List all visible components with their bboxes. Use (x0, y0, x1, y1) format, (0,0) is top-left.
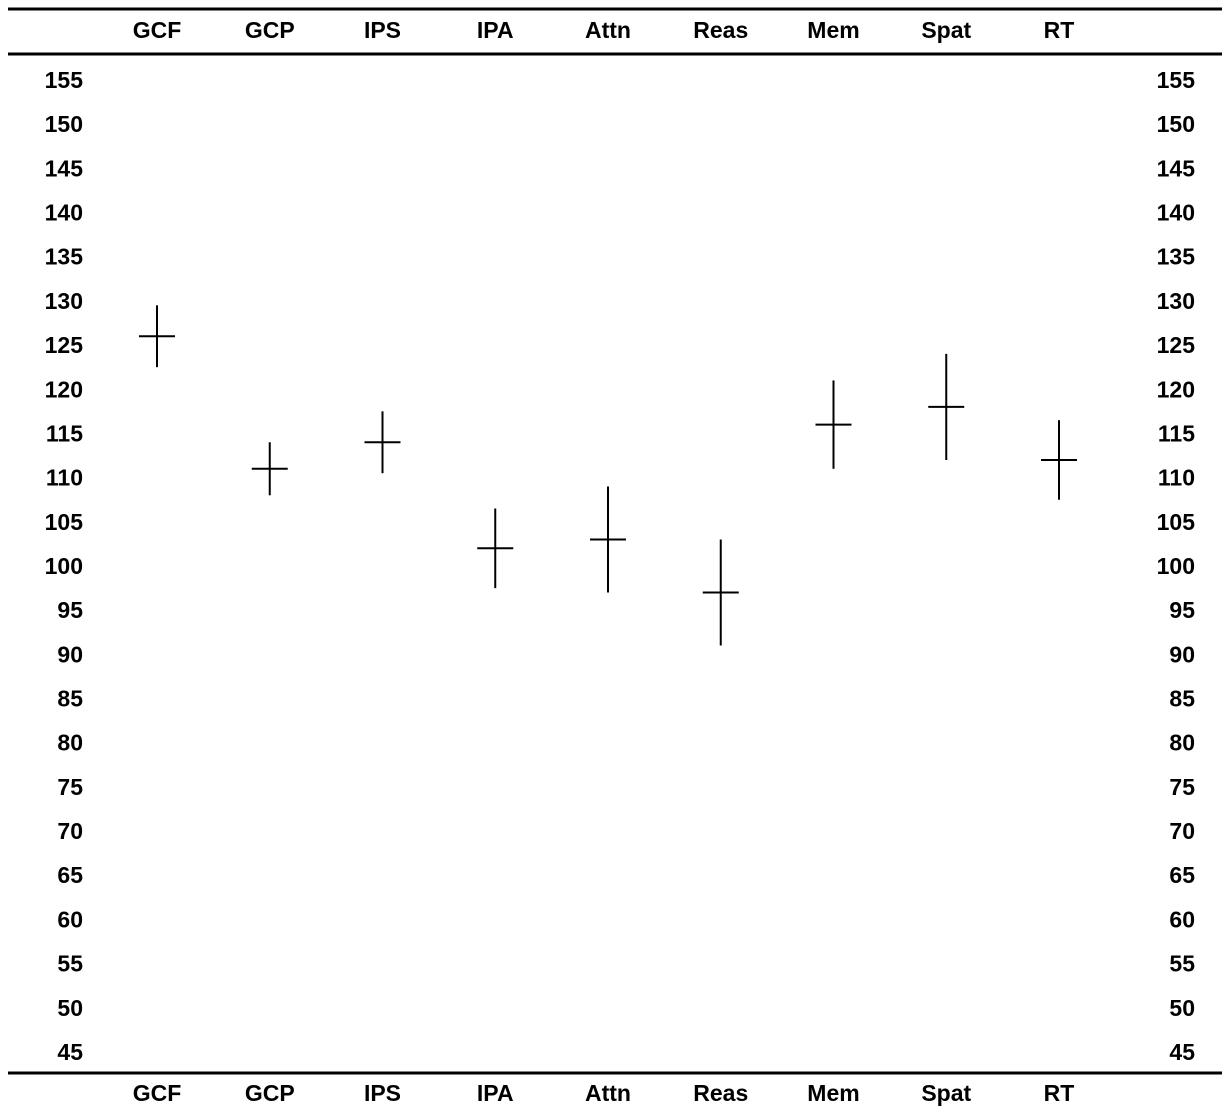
y-tick-label-left: 150 (45, 111, 83, 137)
data-point-gcp (251, 442, 288, 496)
y-tick-label-left: 95 (57, 597, 83, 623)
y-tick-label-left: 130 (45, 288, 83, 314)
category-label-bottom-ips: IPS (364, 1080, 401, 1106)
y-tick-label-right: 110 (1158, 465, 1195, 491)
y-tick-label-right: 115 (1158, 420, 1195, 446)
y-tick-label-right: 50 (1169, 995, 1195, 1021)
y-tick-label-right: 155 (1157, 67, 1196, 93)
y-tick-label-left: 60 (57, 906, 83, 932)
y-tick-label-left: 90 (57, 641, 83, 667)
y-tick-label-left: 65 (57, 862, 83, 888)
category-label-top-mem: Mem (807, 17, 859, 43)
category-label-bottom-gcf: GCF (133, 1080, 182, 1106)
category-label-top-attn: Attn (585, 17, 631, 43)
y-tick-label-right: 65 (1169, 862, 1195, 888)
y-tick-label-left: 70 (57, 818, 83, 844)
plot-marks (139, 305, 1077, 646)
y-tick-label-left: 100 (45, 553, 83, 579)
y-tick-label-right: 85 (1169, 686, 1195, 712)
category-label-bottom-gcp: GCP (245, 1080, 295, 1106)
y-tick-label-right: 95 (1169, 597, 1195, 623)
category-label-bottom-mem: Mem (807, 1080, 859, 1106)
category-label-top-ipa: IPA (477, 17, 514, 43)
y-tick-label-left: 80 (57, 730, 83, 756)
y-tick-label-right: 105 (1157, 509, 1196, 535)
category-label-top-ips: IPS (364, 17, 401, 43)
top-category-labels: GCF GCP IPS IPA Attn Reas Mem Spat RT (133, 17, 1075, 43)
category-label-top-gcf: GCF (133, 17, 182, 43)
y-tick-label-left: 85 (57, 686, 83, 712)
y-tick-label-right: 150 (1157, 111, 1195, 137)
y-tick-label-left: 105 (45, 509, 84, 535)
right-y-axis-tick-labels: 155 150 145 140 135 130 125 120 115 110 105 100 95 90… (1157, 67, 1196, 1065)
y-tick-label-left: 145 (45, 155, 84, 181)
bottom-category-labels: GCF GCP IPS IPA Attn Reas Mem Spat RT (133, 1080, 1075, 1106)
category-label-top-rt: RT (1044, 17, 1075, 43)
y-tick-label-left: 45 (57, 1039, 83, 1065)
y-tick-label-right: 90 (1169, 641, 1195, 667)
y-tick-label-left: 135 (45, 244, 84, 270)
data-point-gcf (139, 305, 175, 368)
category-label-bottom-reas: Reas (693, 1080, 748, 1106)
data-point-reas (702, 539, 739, 646)
y-tick-label-left: 110 (46, 465, 83, 491)
category-label-bottom-spat: Spat (921, 1080, 971, 1106)
y-tick-label-left: 55 (57, 951, 83, 977)
y-tick-label-right: 70 (1169, 818, 1195, 844)
y-tick-label-left: 75 (57, 774, 83, 800)
y-tick-label-right: 135 (1157, 244, 1196, 270)
y-tick-label-left: 50 (57, 995, 83, 1021)
category-label-bottom-attn: Attn (585, 1080, 631, 1106)
y-tick-label-right: 60 (1169, 906, 1195, 932)
y-tick-label-right: 130 (1157, 288, 1195, 314)
data-point-rt (1041, 420, 1077, 500)
data-point-ips (364, 411, 401, 474)
y-tick-label-right: 75 (1169, 774, 1195, 800)
category-label-top-reas: Reas (693, 17, 748, 43)
left-y-axis-tick-labels: 155 150 145 140 135 130 125 120 115 110 105 100 95 90… (45, 67, 84, 1065)
data-point-ipa (477, 508, 514, 589)
y-tick-label-right: 80 (1169, 730, 1195, 756)
category-label-top-gcp: GCP (245, 17, 295, 43)
data-point-mem (815, 380, 852, 469)
y-tick-label-left: 120 (45, 376, 83, 402)
y-tick-label-right: 145 (1157, 155, 1196, 181)
y-tick-label-right: 45 (1169, 1039, 1195, 1065)
y-tick-label-right: 125 (1157, 332, 1196, 358)
data-point-attn (590, 486, 626, 593)
y-tick-label-left: 115 (46, 420, 83, 446)
y-tick-label-left: 125 (45, 332, 84, 358)
category-label-bottom-ipa: IPA (477, 1080, 514, 1106)
y-tick-label-right: 100 (1157, 553, 1195, 579)
category-label-bottom-rt: RT (1044, 1080, 1075, 1106)
y-tick-label-left: 140 (45, 200, 83, 226)
y-tick-label-right: 120 (1157, 376, 1195, 402)
y-tick-label-right: 55 (1169, 951, 1195, 977)
data-point-spat (928, 353, 965, 460)
y-tick-label-left: 155 (45, 67, 84, 93)
y-tick-label-right: 140 (1157, 200, 1195, 226)
category-label-top-spat: Spat (921, 17, 971, 43)
